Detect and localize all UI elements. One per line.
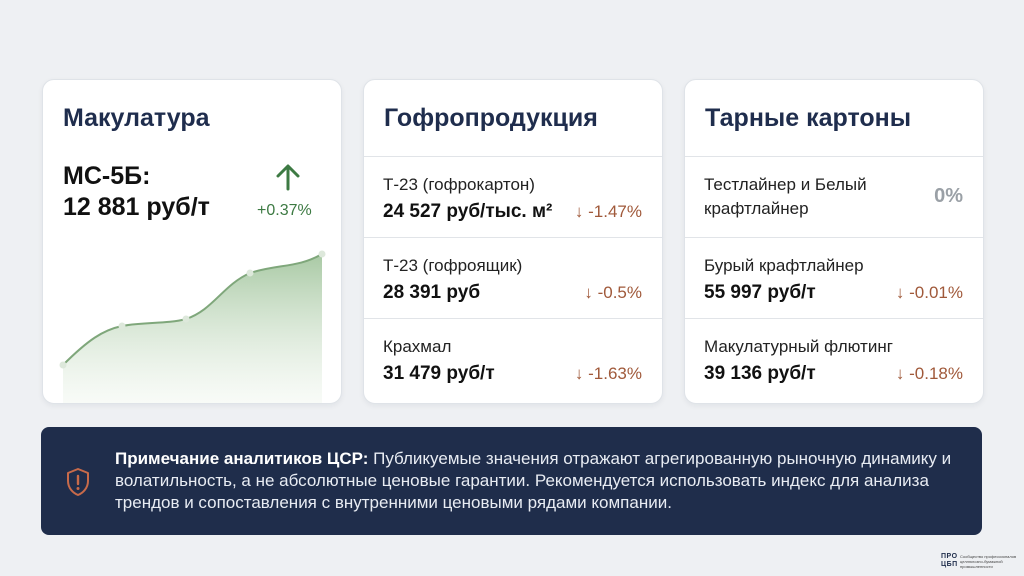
logo-line1: ПРО [941,553,958,560]
sparkline-point [59,361,67,369]
sparkline-point [246,269,254,277]
row-label: Т-23 (гофрокартон) [383,175,535,194]
sparkline-area [63,254,322,403]
item-price: 12 881 руб/т [63,193,210,221]
sparkline-point [118,322,126,330]
corrugated-card: Гофропродукция Т-23 (гофрокартон) 24 527… [363,79,663,404]
row-change: ↓ -0.5% [584,283,642,302]
row-label: Крахмал [383,337,452,356]
row-value: 28 391 руб [383,282,481,303]
price-row: Бурый крафтлайнер 55 997 руб/т ↓ -0.01% [685,237,983,318]
analyst-note-banner: Примечание аналитиков ЦСР: Публикуемые з… [41,427,982,535]
trend-sparkline [59,250,326,403]
logo-caption: Сообщество профессионалов целлюлозно-бум… [960,554,1017,569]
sparkline-point [318,250,326,258]
card-title: Тарные картоны [705,104,912,132]
row-change: ↓ -0.01% [895,283,963,302]
row-label: Тестлайнер и Белый крафтлайнер [704,175,867,218]
note-text: Примечание аналитиков ЦСР: Публикуемые з… [115,448,955,514]
arrow-up-icon [276,164,300,191]
row-change: 0% [934,185,963,207]
row-change: ↓ -1.47% [574,202,642,221]
price-row: Крахмал 31 479 руб/т ↓ -1.63% [364,318,662,399]
containerboard-card: Тарные картоны Тестлайнер и Белый крафтл… [684,79,984,404]
price-change: +0.37% [257,202,312,219]
price-row: Макулатурный флютинг 39 136 руб/т ↓ -0.1… [685,318,983,399]
price-row: Т-23 (гофрокартон) 24 527 руб/тыс. м² ↓ … [364,156,662,237]
shield-alert-icon [67,468,89,496]
row-value: 39 136 руб/т [704,363,816,384]
waste-paper-card: Макулатура МС-5Б: 12 881 руб/т +0.37% [42,79,342,404]
price-row: Т-23 (гофроящик) 28 391 руб ↓ -0.5% [364,237,662,318]
row-label: Макулатурный флютинг [704,337,893,356]
price-row: Тестлайнер и Белый крафтлайнер 0% [685,156,983,237]
brand-logo: ПРО ЦБП Сообщество профессионалов целлюл… [941,553,1019,571]
row-label: Т-23 (гофроящик) [383,256,523,275]
item-label: МС-5Б: [63,162,151,190]
logo-mark: ПРО ЦБП [941,553,958,569]
row-value: 31 479 руб/т [383,363,495,384]
row-change: ↓ -1.63% [574,364,642,383]
logo-line2: ЦБП [941,561,958,568]
row-value: 24 527 руб/тыс. м² [383,201,553,222]
card-title: Гофропродукция [384,104,598,132]
sparkline-point [182,315,190,323]
card-title: Макулатура [63,104,210,132]
row-label: Бурый крафтлайнер [704,256,864,275]
row-change: ↓ -0.18% [895,364,963,383]
note-body: Публикуемые значения отражают агрегирова… [115,449,952,512]
row-value: 55 997 руб/т [704,282,816,303]
note-title: Примечание аналитиков ЦСР: [115,449,369,468]
